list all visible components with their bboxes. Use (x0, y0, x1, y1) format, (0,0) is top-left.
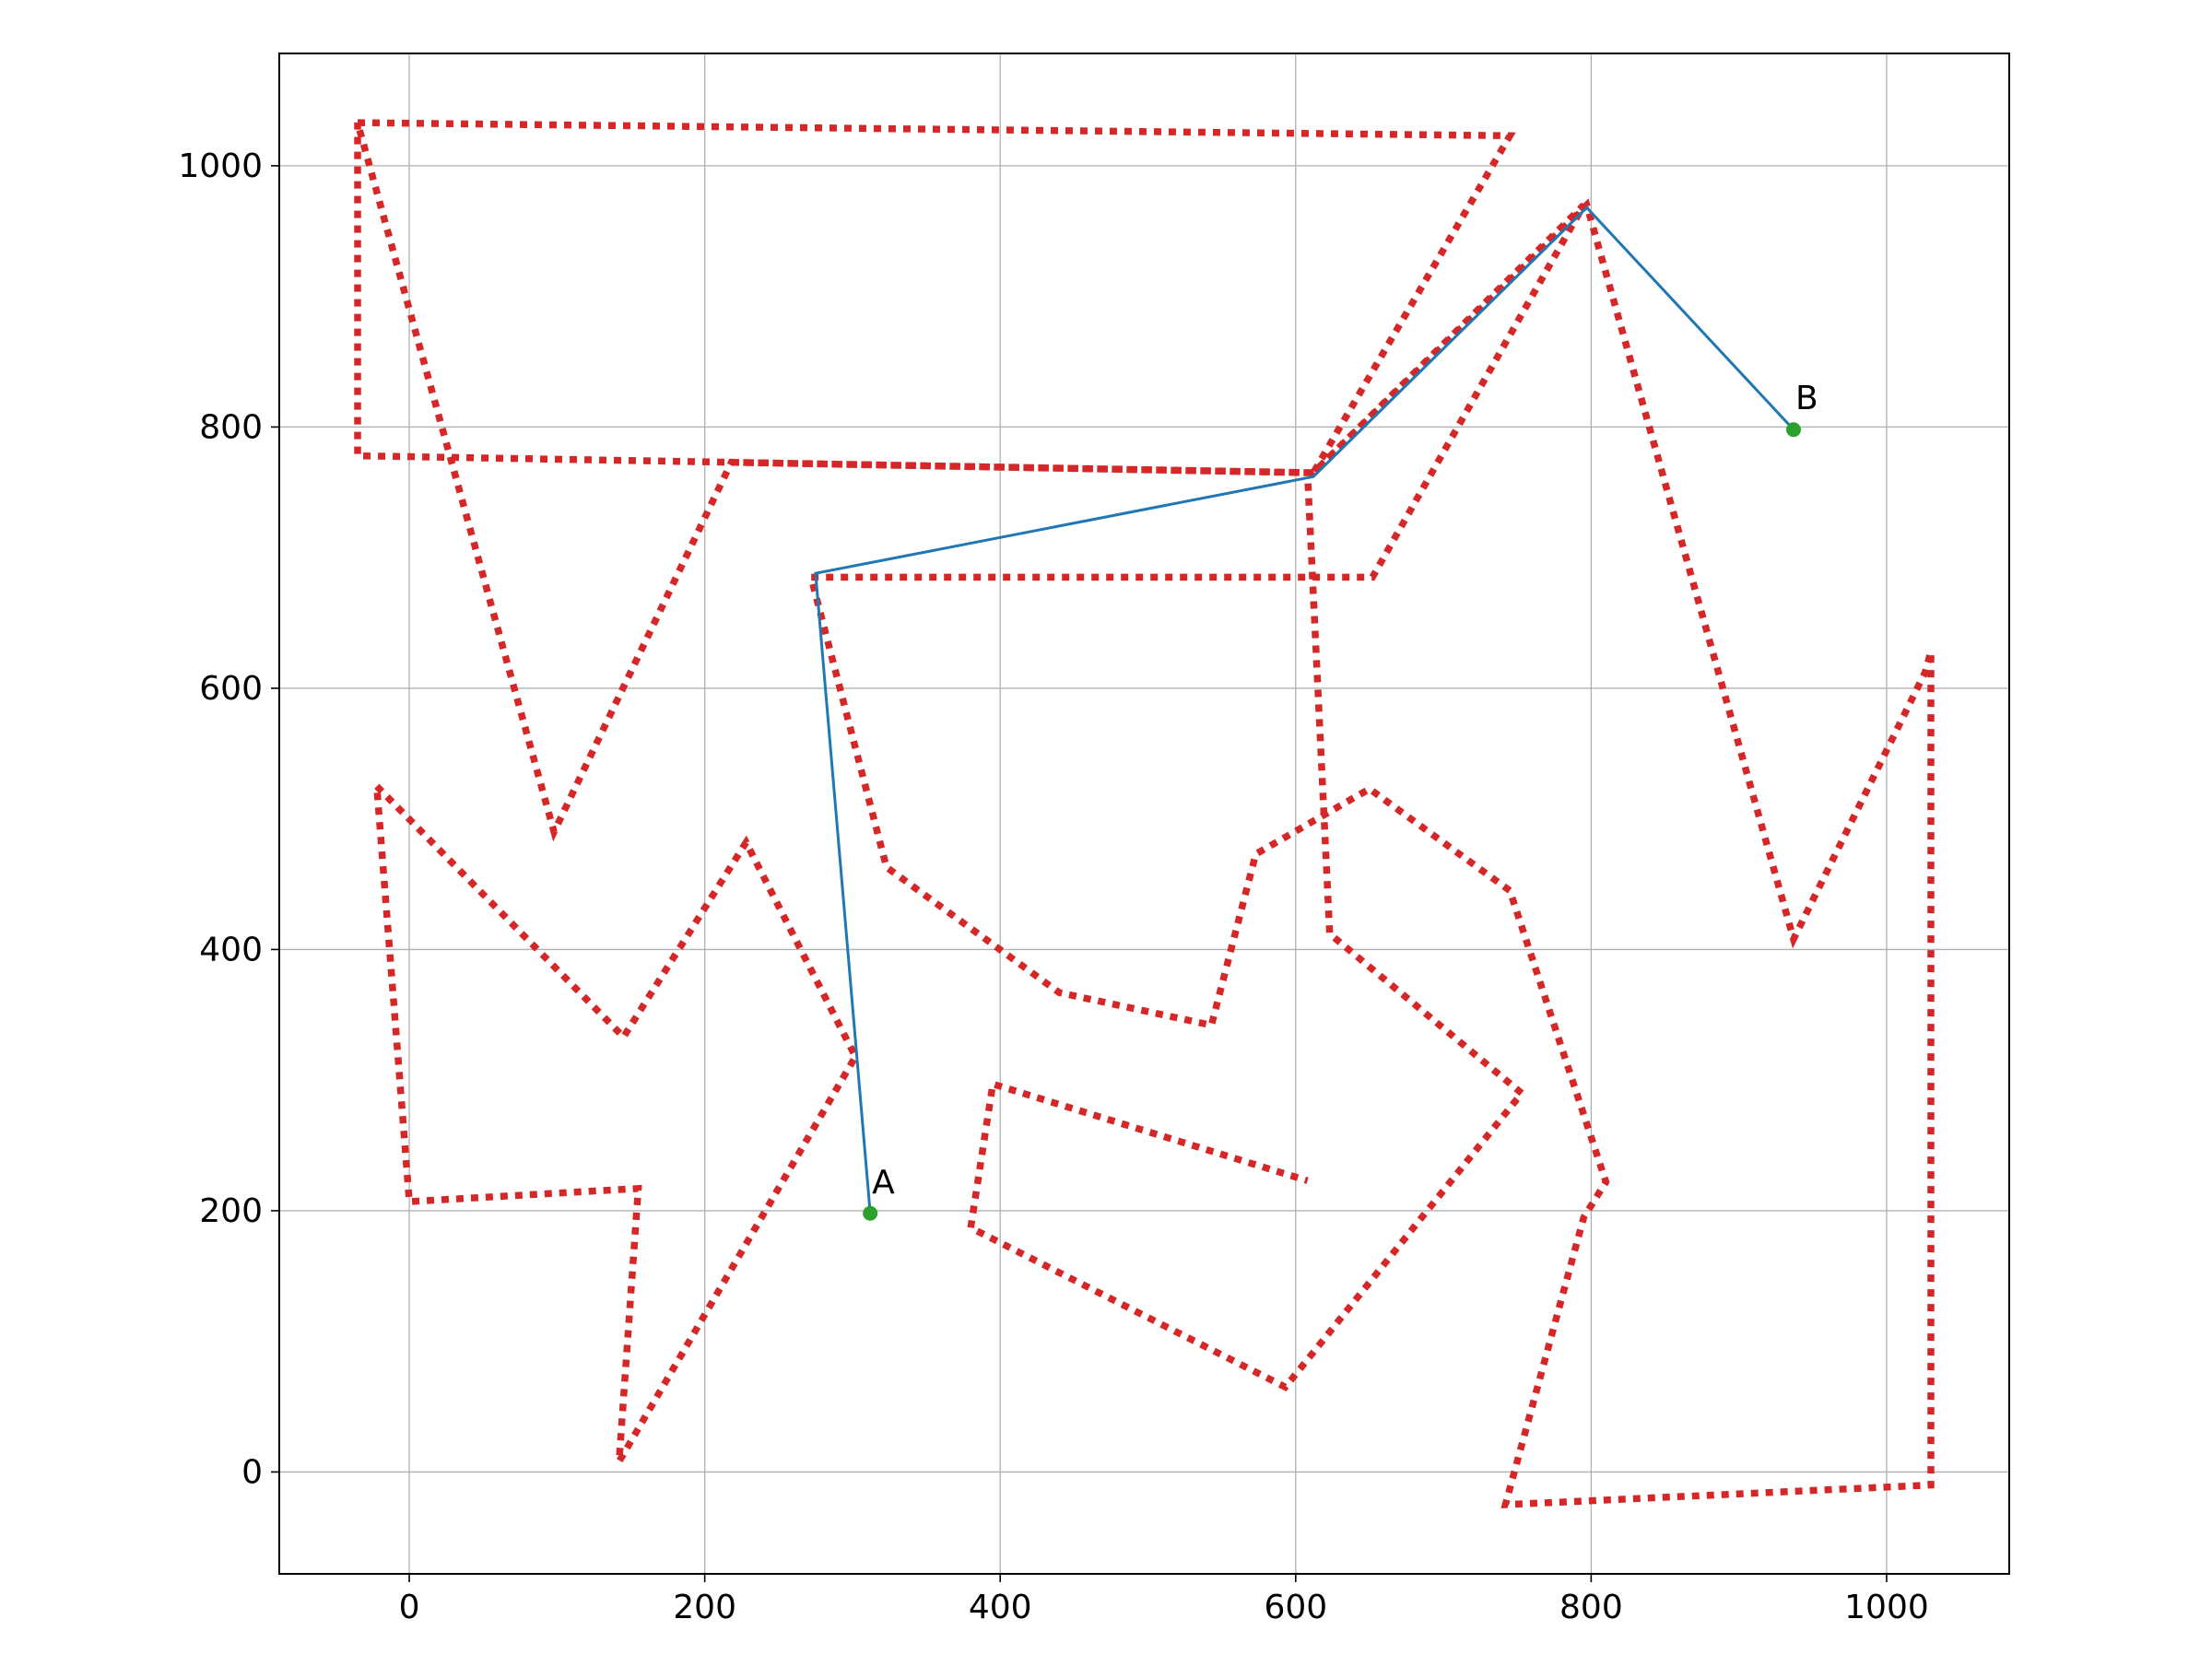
y-tick-label: 600 (199, 670, 263, 708)
point-a-label: A (872, 1164, 895, 1202)
point-b-label: B (1795, 380, 1818, 417)
axes-frame (278, 53, 2010, 1575)
point-a-marker (863, 1205, 878, 1221)
x-tick-label: 600 (1264, 1589, 1327, 1626)
x-tick-label: 400 (969, 1589, 1032, 1626)
series-layer (354, 119, 1935, 1508)
obstacle-boundary-1 (354, 119, 1935, 1508)
x-tick-label: 200 (673, 1589, 736, 1626)
x-tick-label: 1000 (1844, 1589, 1929, 1626)
x-tick-label: 0 (399, 1589, 420, 1626)
grid (279, 53, 2009, 1574)
y-tick-label: 800 (199, 408, 263, 446)
x-tick-label: 800 (1559, 1589, 1623, 1626)
y-tick-label: 1000 (178, 147, 263, 185)
planned-path-line (814, 205, 1795, 1214)
points-layer: AB (863, 380, 1818, 1221)
obstacle-boundary-2 (373, 783, 860, 1463)
y-tick-label: 0 (241, 1453, 263, 1491)
y-tick-label: 200 (199, 1192, 263, 1230)
y-tick-label: 400 (199, 931, 263, 968)
ticks-layer: 0 200 400 600 800 1000 0 200 400 600 800 1000 (178, 147, 1928, 1626)
point-b-marker (1785, 422, 1801, 438)
